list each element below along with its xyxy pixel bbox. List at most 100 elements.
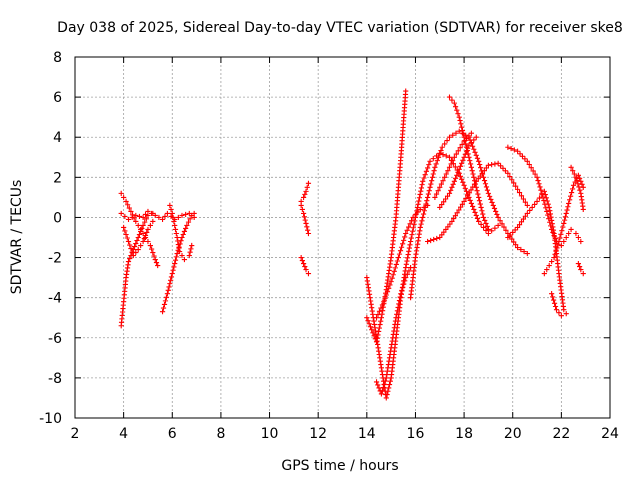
data-point [417,191,423,198]
data-point [299,206,305,213]
data-point [396,251,403,257]
data-point [499,221,505,227]
data-point [470,203,476,210]
data-point [468,200,474,207]
data-point [133,218,139,225]
data-point [489,199,495,206]
data-point [394,311,400,317]
data-point [445,224,451,230]
data-point [407,242,413,248]
data-point [493,208,499,215]
data-point [473,152,479,158]
data-point [167,281,173,287]
series-arc-12 [373,264,414,397]
data-point [457,145,463,151]
data-point [534,198,540,204]
data-point [429,178,435,184]
plot-frame [74,56,611,419]
data-point [152,256,158,263]
data-point [432,164,438,170]
data-point [575,181,581,187]
data-point [180,231,186,238]
data-point [514,186,521,192]
x-tick-label: 20 [504,426,522,442]
data-point [382,378,388,384]
x-tick-label: 24 [601,426,619,442]
data-point [484,187,491,193]
data-point [420,178,426,184]
data-point [375,311,381,318]
data-point [514,148,521,154]
data-point [536,195,543,201]
data-point [482,217,488,224]
series-arc-03 [118,208,197,223]
data-point [133,240,139,247]
data-point [442,141,448,147]
data-point [449,97,455,103]
data-point [441,229,447,235]
data-point [550,224,556,230]
data-point [389,275,395,281]
data-point [451,215,457,222]
data-point [432,194,438,200]
data-point [564,207,570,213]
data-point [505,144,511,150]
data-point [467,161,474,167]
data-point [300,194,307,200]
data-point [495,214,501,221]
data-point [451,178,457,184]
data-point [128,245,134,252]
data-point [522,199,528,205]
data-point [508,145,514,152]
y-tick-label: -4 [48,291,62,307]
data-point [370,330,376,336]
data-point [382,295,388,301]
data-point [477,161,483,168]
series-arc-21 [505,188,567,313]
series-arc-16 [425,160,530,245]
data-point [173,230,179,237]
data-point [437,234,443,241]
data-point [494,211,500,218]
data-point [183,211,189,218]
data-point [179,212,185,219]
data-point [143,216,149,222]
series-arc-17 [446,94,492,233]
data-point [561,307,567,313]
data-point [386,285,392,291]
data-point [510,229,516,236]
data-point [167,202,173,209]
data-point [445,168,451,174]
data-point [166,284,172,290]
data-point [448,161,454,167]
data-point [152,212,158,219]
data-point [381,381,387,387]
data-point [129,214,135,221]
data-point [543,195,549,201]
data-point [189,242,195,249]
data-point [476,158,482,164]
data-point [121,224,127,231]
data-point [375,382,381,388]
data-point [126,205,132,211]
y-tick-label: 2 [53,170,62,186]
data-point [557,235,563,241]
x-tick-label: 14 [358,426,376,442]
data-point [563,311,569,317]
data-point [376,325,382,331]
data-point [302,263,308,270]
data-point [383,292,389,298]
data-point [449,218,455,225]
data-point [475,191,481,197]
series-arc-06 [167,202,195,263]
data-point [124,235,130,241]
data-point [536,181,542,187]
data-point [437,150,443,156]
data-point [476,218,482,225]
data-point [376,385,382,391]
series-arc-19 [437,134,479,211]
data-point [537,184,543,190]
data-point [459,176,465,182]
data-point [298,254,304,261]
